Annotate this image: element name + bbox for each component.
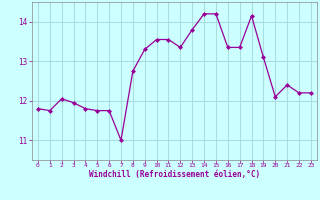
X-axis label: Windchill (Refroidissement éolien,°C): Windchill (Refroidissement éolien,°C) [89,170,260,179]
